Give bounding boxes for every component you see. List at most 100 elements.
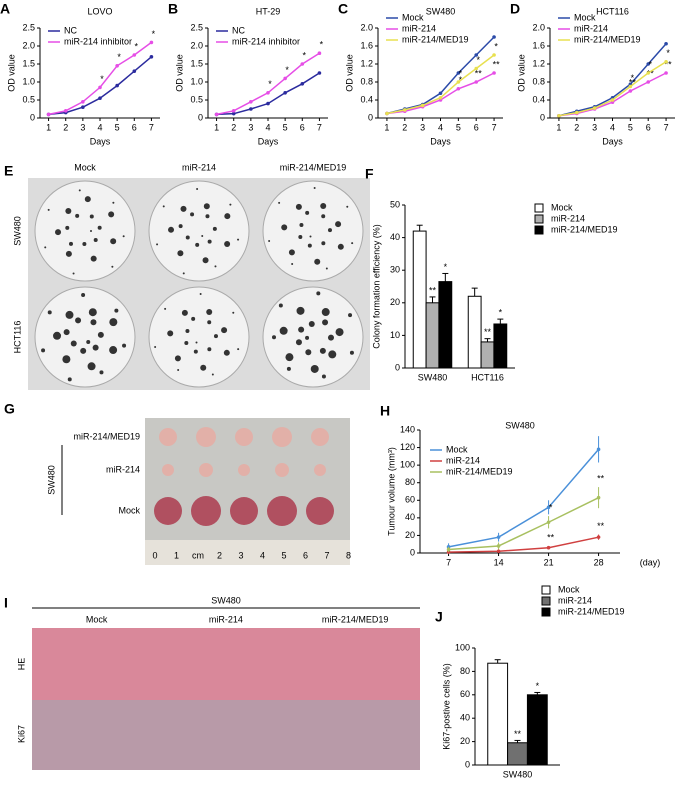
bar [507,742,528,766]
point [496,544,501,548]
significance: ** [547,532,555,542]
colony [65,225,70,230]
significance: * [549,502,553,512]
colony [214,265,217,268]
colony [112,201,115,204]
colony [177,250,184,257]
colony [319,347,326,354]
colony [321,241,326,246]
legend-label: Mock [446,444,468,454]
x-axis-label: Days [602,136,623,146]
x-tick-label: 3 [248,122,253,132]
x-tick-label: 4 [265,122,270,132]
row-label: HCT116 [12,321,22,354]
colony [86,340,91,345]
ruler-label: 6 [303,550,308,560]
colony [202,257,209,264]
y-tick-label: 1.2 [360,58,373,68]
ruler-label: 2 [217,550,222,560]
row-label: Mock [118,505,140,515]
point [266,101,270,106]
colony [335,328,344,337]
colony [195,341,198,344]
bar [438,281,453,369]
significance: * [536,681,540,691]
y-tick-label: 1.0 [22,76,35,86]
x-tick-label: 4 [610,122,615,132]
row-label: SW480 [12,216,22,246]
y-tick-label: 2.0 [190,40,203,50]
colony [279,326,288,335]
colony [182,272,185,275]
x-tick-label: 3 [80,122,85,132]
x-tick-label: 14 [494,557,504,567]
colony [223,349,230,356]
bar [487,662,509,766]
point [385,111,389,116]
significance: * [320,40,324,50]
x-tick-label: 1 [384,122,389,132]
colony [55,229,62,236]
dish [148,286,250,388]
y-tick-label: 0.5 [190,94,203,104]
colony [185,235,190,240]
legend-label: miR-214 inhibitor [232,36,300,46]
column-label: Mock [86,614,108,624]
colony [201,235,204,238]
colony [164,307,167,310]
x-tick-label: 1 [46,122,51,132]
x-tick-label: SW480 [418,372,448,382]
point [596,447,601,452]
legend-label: miR-214 [446,455,480,465]
colony [307,243,312,248]
point [149,40,154,45]
colony [88,308,97,317]
legend-swatch [541,607,551,617]
significance: ** [429,285,437,295]
colony [321,214,326,219]
tumour [159,428,177,446]
x-tick-label: 3 [420,122,425,132]
colony [99,370,104,375]
point [81,105,85,109]
y-tick-label: 140 [400,424,415,434]
y-tick-label: 0 [368,112,373,122]
y-tick-label: 50 [390,199,400,209]
dish [262,286,364,388]
point [132,69,137,73]
legend-label: miR-214/MED19 [402,34,469,44]
y-axis-label: Ki67-postive cells (%) [441,663,451,750]
point [115,83,119,88]
legend-label: Mock [402,12,424,22]
colony [268,240,271,243]
colony [325,267,328,270]
dish [148,180,250,282]
y-tick-label: 2.0 [532,22,545,32]
y-tick-label: 1.2 [532,58,545,68]
colony [184,340,189,345]
significance: * [444,262,448,272]
significance: ** [475,68,483,78]
legend-swatch [534,203,544,213]
chart-title: SW480 [505,420,535,430]
x-tick-label: 2 [402,122,407,132]
x-tick-label: HCT116 [471,372,504,382]
series-line [48,56,152,116]
ruler-label: 7 [324,550,329,560]
colony [327,228,332,233]
significance: * [268,79,272,89]
legend-label: NC [232,25,245,35]
column-label: Mock [74,162,96,172]
y-tick-label: 20 [460,736,470,746]
colony [305,349,312,356]
x-tick-label: 1 [556,122,561,132]
point [592,106,597,110]
colony [224,241,231,248]
colony [70,340,77,347]
colony [90,319,97,326]
x-axis-label: Days [430,136,451,146]
x-tick-label: 5 [456,122,461,132]
significance: ** [484,327,492,337]
colony [346,205,349,208]
colony [221,327,228,334]
